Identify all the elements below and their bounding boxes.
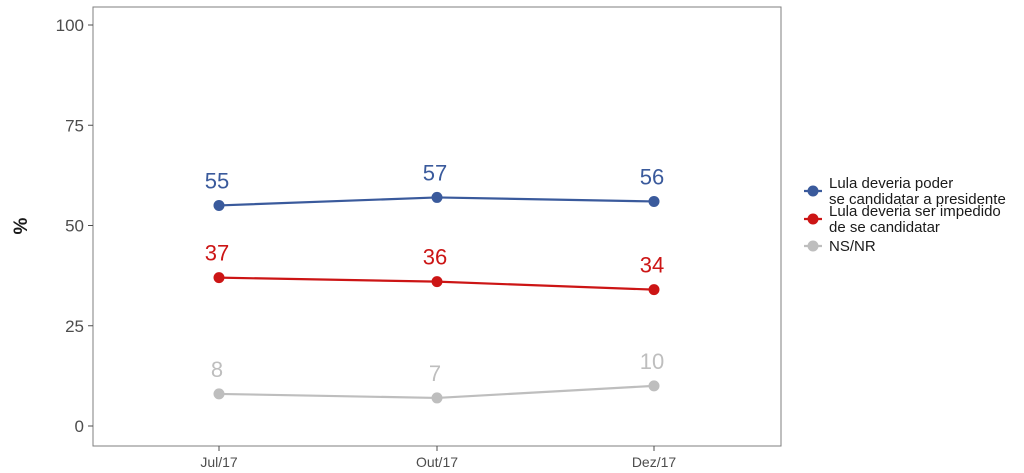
legend-label: NS/NR bbox=[829, 238, 876, 255]
legend-label: Lula deveria poder se candidatar a presid… bbox=[829, 175, 1006, 208]
y-tick-label: 50 bbox=[65, 217, 84, 236]
data-point bbox=[648, 195, 660, 207]
legend-key-point bbox=[807, 213, 819, 225]
data-label: 36 bbox=[423, 245, 447, 270]
data-point bbox=[213, 272, 225, 284]
data-point bbox=[431, 191, 443, 203]
y-tick-label: 100 bbox=[56, 16, 84, 35]
legend-item: Lula deveria poder se candidatar a presid… bbox=[804, 175, 1006, 208]
y-tick-label: 0 bbox=[75, 417, 84, 436]
data-label: 34 bbox=[640, 253, 664, 278]
data-point bbox=[431, 276, 443, 288]
y-tick-label: 75 bbox=[65, 116, 84, 135]
y-axis: 0 25 50 75 100 bbox=[56, 16, 93, 436]
series-layer: 55 57 56 37 36 34 8 7 10 bbox=[205, 160, 664, 404]
legend-key-point bbox=[807, 185, 819, 197]
data-point bbox=[213, 388, 225, 400]
data-label: 56 bbox=[640, 164, 664, 189]
y-axis-label: % bbox=[11, 217, 32, 234]
data-label: 37 bbox=[205, 241, 229, 266]
x-tick-label: Out/17 bbox=[416, 454, 458, 470]
data-label: 55 bbox=[205, 168, 229, 193]
x-axis: Jul/17 Out/17 Dez/17 bbox=[200, 446, 676, 470]
y-tick-label: 25 bbox=[65, 317, 84, 336]
data-label: 7 bbox=[429, 361, 441, 386]
legend-label: Lula deveria ser impedido de se candidata… bbox=[829, 203, 1001, 236]
data-label: 10 bbox=[640, 349, 664, 374]
data-point bbox=[648, 284, 660, 296]
series-0: 55 57 56 bbox=[205, 160, 664, 211]
series-2: 8 7 10 bbox=[211, 349, 664, 404]
legend-item: NS/NR bbox=[804, 238, 876, 255]
plot-panel bbox=[92, 6, 782, 447]
x-tick-label: Dez/17 bbox=[632, 454, 677, 470]
series-1: 37 36 34 bbox=[205, 241, 664, 296]
data-point bbox=[431, 392, 443, 404]
legend: Lula deveria poder se candidatar a presid… bbox=[804, 175, 1006, 255]
data-label: 57 bbox=[423, 160, 447, 185]
legend-key-point bbox=[807, 240, 819, 252]
x-tick-label: Jul/17 bbox=[200, 454, 238, 470]
data-label: 8 bbox=[211, 357, 223, 382]
data-point bbox=[213, 199, 225, 211]
legend-item: Lula deveria ser impedido de se candidata… bbox=[804, 203, 1001, 236]
data-point bbox=[648, 380, 660, 392]
